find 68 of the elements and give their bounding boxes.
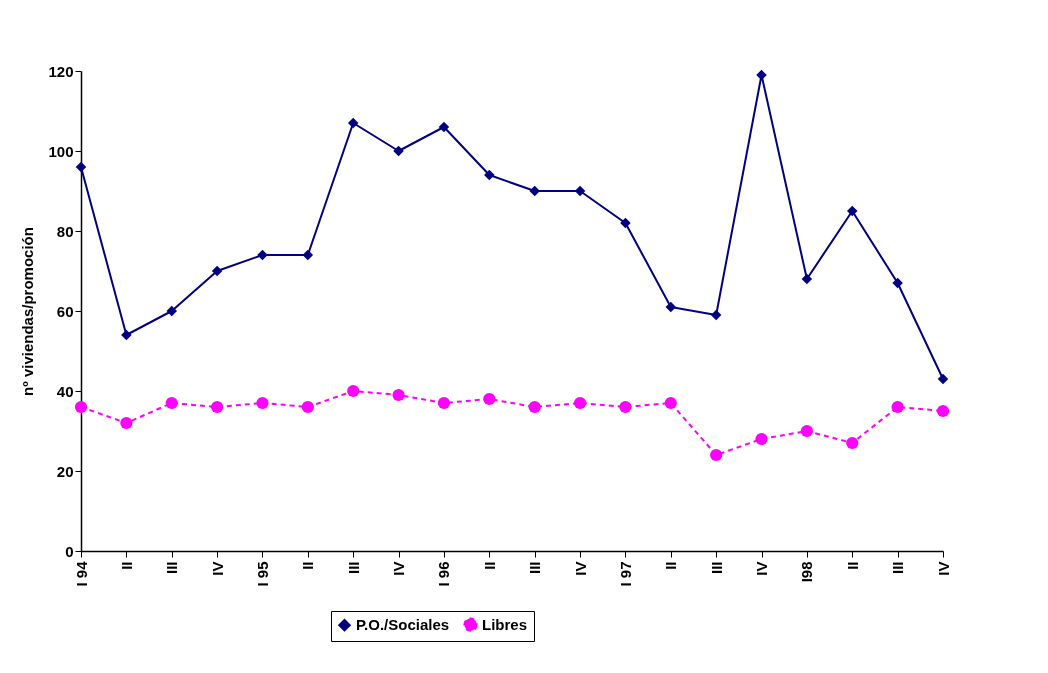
- point: [936, 404, 950, 418]
- x-tick-label: IV: [753, 561, 771, 576]
- x-tick-label: III: [889, 561, 907, 575]
- point: [210, 400, 224, 414]
- x-tick-label: II: [117, 561, 135, 570]
- point: [892, 277, 903, 289]
- legend-label: Libres: [482, 615, 528, 633]
- point: [937, 373, 949, 385]
- point: [755, 432, 768, 446]
- x-tick-label: II: [843, 561, 861, 570]
- x-tick-label: III: [526, 561, 544, 575]
- point: [801, 273, 813, 285]
- point: [75, 161, 87, 173]
- point: [891, 400, 904, 414]
- point: [437, 396, 451, 410]
- point: [347, 384, 360, 398]
- y-tick-label: 100: [48, 142, 74, 160]
- point: [710, 309, 722, 321]
- point: [392, 388, 405, 402]
- point: [393, 145, 404, 157]
- y-tick-label: 80: [56, 222, 74, 240]
- x-tick-label: II: [299, 561, 317, 570]
- point: [664, 396, 677, 410]
- point: [257, 249, 268, 261]
- point: [573, 396, 587, 410]
- point: [301, 400, 314, 414]
- x-tick-label: IV: [934, 561, 952, 576]
- x-tick-label: II: [480, 561, 498, 570]
- x-tick-label: I 97: [616, 561, 634, 587]
- point: [483, 392, 496, 406]
- point: [619, 400, 632, 414]
- x-tick-label: IV: [208, 561, 226, 576]
- x-tick-label: IV: [571, 561, 589, 576]
- x-tick-label: I98: [798, 561, 816, 583]
- point: [529, 185, 540, 197]
- y-tick-label: 0: [65, 542, 74, 560]
- point: [211, 265, 223, 277]
- y-tick-label: 20: [56, 462, 74, 480]
- point: [847, 205, 858, 217]
- x-tick-label: I 96: [435, 561, 453, 587]
- x-tick-label: III: [344, 561, 362, 575]
- point: [74, 400, 88, 414]
- point: [528, 400, 541, 414]
- x-tick-label: I 95: [253, 561, 271, 587]
- y-axis-title: nº viviendas/promoción: [19, 227, 37, 396]
- x-tick-label: IV: [390, 561, 408, 576]
- point: [438, 121, 450, 133]
- point: [302, 249, 314, 261]
- point: [846, 436, 859, 450]
- x-tick-label: III: [707, 561, 725, 575]
- point: [121, 329, 132, 341]
- point: [800, 424, 814, 438]
- x-tick-label: II: [662, 561, 680, 570]
- point: [165, 396, 178, 410]
- point: [120, 416, 133, 430]
- point: [665, 301, 677, 313]
- point: [166, 305, 177, 317]
- y-tick-label: 120: [48, 62, 74, 80]
- point: [256, 396, 269, 410]
- legend-label: P.O./Sociales: [356, 616, 450, 634]
- point: [710, 448, 723, 462]
- point: [347, 117, 359, 129]
- x-tick-label: III: [163, 561, 181, 575]
- y-tick-label: 40: [56, 382, 74, 400]
- point: [484, 169, 495, 181]
- x-tick-label: I 94: [72, 560, 90, 587]
- y-tick-label: 60: [56, 302, 74, 320]
- point: [620, 217, 631, 229]
